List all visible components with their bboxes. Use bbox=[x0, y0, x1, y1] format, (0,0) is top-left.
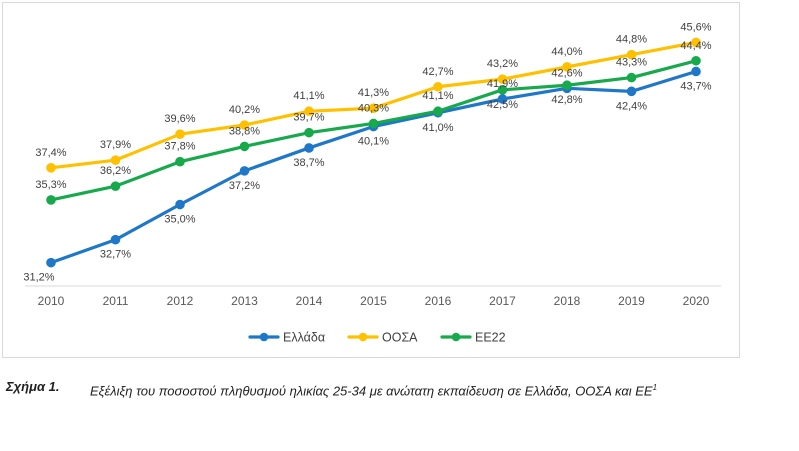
chart-frame: 2010 2011 2012 2013 2014 2015 2016 2017 2018 2019… bbox=[2, 2, 740, 358]
data-point bbox=[433, 106, 443, 117]
caption-body: Εξέλιξη του ποσοστού πληθυσμού ηλικίας 2… bbox=[90, 383, 653, 399]
legend-marker bbox=[259, 332, 269, 342]
data-label: 40,1% bbox=[358, 136, 389, 148]
data-label: 45,6% bbox=[680, 21, 711, 33]
data-point bbox=[46, 163, 56, 173]
x-tick-label: 2010 bbox=[38, 294, 65, 308]
data-label: 41,9% bbox=[487, 78, 518, 90]
data-point bbox=[433, 81, 443, 92]
data-label: 39,7% bbox=[293, 112, 324, 124]
data-label: 42,5% bbox=[487, 99, 518, 111]
data-label: 42,8% bbox=[551, 94, 582, 106]
data-point bbox=[626, 49, 637, 60]
data-label: 41,1% bbox=[422, 90, 453, 102]
data-label: 44,8% bbox=[616, 34, 647, 46]
data-label: 44,0% bbox=[551, 46, 582, 58]
x-tick-label: 2019 bbox=[618, 294, 645, 308]
data-point bbox=[110, 234, 121, 245]
data-label: 37,4% bbox=[35, 147, 66, 159]
x-tick-label: 2012 bbox=[167, 294, 194, 308]
data-point bbox=[691, 37, 701, 48]
data-point bbox=[46, 195, 56, 205]
legend-marker bbox=[451, 332, 461, 342]
data-point bbox=[175, 129, 185, 139]
x-tick-label: 2014 bbox=[296, 294, 323, 308]
data-label: 43,2% bbox=[487, 58, 518, 70]
data-point bbox=[368, 118, 379, 129]
data-label: 36,2% bbox=[100, 165, 131, 177]
x-tick-label: 2017 bbox=[489, 294, 516, 308]
data-point bbox=[110, 155, 121, 165]
data-point bbox=[497, 74, 508, 84]
data-point bbox=[304, 127, 314, 138]
data-point bbox=[304, 143, 314, 153]
data-label: 38,8% bbox=[229, 125, 260, 137]
legend-label: Ελλάδα bbox=[283, 331, 325, 345]
series-line bbox=[49, 69, 698, 265]
data-label: 37,2% bbox=[229, 180, 260, 192]
data-point bbox=[368, 103, 379, 113]
legend-label: ΕΕ22 bbox=[475, 331, 506, 345]
data-point bbox=[175, 199, 185, 210]
data-label: 40,2% bbox=[229, 104, 260, 116]
data-label: 43,3% bbox=[616, 57, 647, 69]
data-label: 31,2% bbox=[23, 272, 54, 284]
x-tick-label: 2015 bbox=[360, 294, 387, 308]
line-chart: 2010 2011 2012 2013 2014 2015 2016 2017 2018 2019… bbox=[23, 21, 721, 345]
data-point bbox=[691, 55, 701, 66]
data-point bbox=[626, 86, 637, 97]
data-point bbox=[497, 94, 508, 104]
x-tick-label: 2013 bbox=[231, 294, 258, 308]
data-point bbox=[691, 66, 701, 77]
data-point bbox=[239, 166, 250, 176]
data-point bbox=[239, 120, 250, 130]
data-label: 41,3% bbox=[358, 87, 389, 99]
data-point bbox=[626, 72, 637, 83]
x-tick-label: 2011 bbox=[103, 294, 129, 308]
caption-label: Σχήμα 1. bbox=[6, 379, 60, 394]
data-label: 41,0% bbox=[422, 122, 453, 134]
data-point bbox=[562, 62, 572, 72]
data-label: 38,7% bbox=[293, 157, 324, 169]
data-label: 43,7% bbox=[680, 80, 711, 92]
data-point bbox=[175, 156, 185, 167]
data-label: 35,0% bbox=[164, 214, 195, 226]
data-point bbox=[497, 85, 508, 95]
caption-superscript: 1 bbox=[652, 383, 658, 392]
data-label: 35,3% bbox=[35, 179, 66, 191]
data-point bbox=[110, 181, 121, 191]
x-tick-label: 2018 bbox=[554, 294, 581, 308]
data-label: 42,7% bbox=[422, 66, 453, 78]
legend-label: ΟΟΣΑ bbox=[382, 331, 418, 345]
data-point bbox=[46, 257, 56, 268]
x-tick-label: 2020 bbox=[683, 294, 710, 308]
data-label: 37,8% bbox=[164, 141, 195, 153]
data-label: 37,9% bbox=[100, 139, 131, 151]
data-point bbox=[304, 106, 314, 117]
x-tick-label: 2016 bbox=[425, 294, 452, 308]
caption-text: Εξέλιξη του ποσοστού πληθυσμού ηλικίας 2… bbox=[90, 379, 740, 399]
data-label: 42,6% bbox=[551, 67, 582, 79]
data-label: 39,6% bbox=[164, 113, 195, 125]
data-point bbox=[562, 80, 572, 91]
data-label: 40,3% bbox=[358, 102, 389, 114]
data-point bbox=[239, 141, 250, 152]
data-label: 41,1% bbox=[293, 90, 324, 102]
legend-marker bbox=[358, 332, 368, 342]
data-label: 42,4% bbox=[616, 100, 647, 112]
data-label: 32,7% bbox=[100, 249, 131, 261]
data-label: 44,4% bbox=[680, 40, 711, 52]
